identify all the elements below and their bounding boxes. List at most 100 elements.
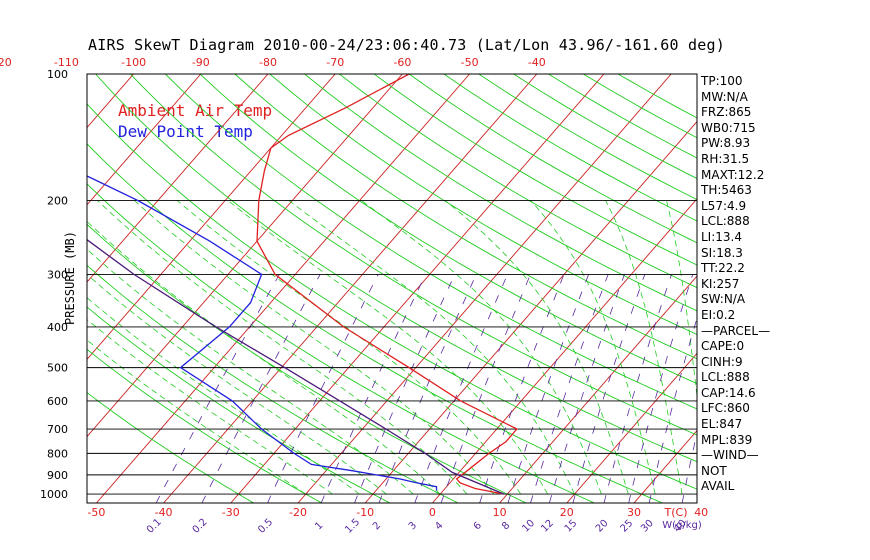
mixing-ratio-tick-label: 6 — [472, 520, 484, 532]
dry-adiabat-line — [130, 74, 697, 436]
mixing-ratio-tick-label: 20 — [594, 518, 611, 535]
isotherm-line — [230, 74, 605, 503]
mixing-ratio-line — [530, 274, 609, 503]
index-item: PW:8.93 — [701, 136, 751, 151]
moist-adiabat-line — [134, 200, 495, 495]
moist-adiabat-line — [87, 248, 414, 495]
top-temp-tick-label: -100 — [121, 56, 146, 69]
index-item: MPL:839 — [701, 432, 753, 447]
pressure-tick-label: 1000 — [40, 488, 68, 501]
bottom-temp-tick-label: 0 — [429, 506, 436, 519]
top-temp-tick-label: -60 — [393, 56, 411, 69]
moist-adiabat-line — [87, 339, 306, 495]
mixing-ratio-tick-label: 0.2 — [191, 517, 210, 536]
isotherm-line — [499, 275, 697, 503]
dry-adiabat-line — [87, 306, 391, 503]
pressure-tick-label: 400 — [47, 321, 68, 334]
top-temp-tick-label: -120 — [0, 56, 12, 69]
isotherm-line — [836, 74, 870, 503]
mixing-ratio-line — [354, 274, 456, 503]
mixing-ratio-tick-label: 25 — [619, 518, 636, 535]
mixing-ratio-line — [603, 274, 672, 503]
top-temp-tick-label: -90 — [192, 56, 210, 69]
index-item: LCL:888 — [701, 214, 750, 229]
bottom-temp-tick-label: 30 — [627, 506, 641, 519]
mixing-ratio-tick-label: 3 — [407, 520, 419, 532]
isotherm-line — [87, 74, 336, 360]
bottom-temp-tick-label: -40 — [155, 506, 173, 519]
pressure-tick-label: 700 — [47, 423, 68, 436]
mixing-ratio-line — [628, 274, 694, 503]
mixing-ratio-line — [549, 274, 625, 503]
isotherm-line — [163, 74, 538, 503]
pressure-tick-label: 300 — [47, 268, 68, 281]
bottom-temp-tick-label: -20 — [289, 506, 307, 519]
dry-adiabat-line — [234, 74, 697, 360]
dry-adiabat-line — [87, 103, 697, 490]
mixing-ratio-tick-label: 4 — [433, 520, 445, 532]
mixing-ratio-line — [572, 274, 646, 503]
mixing-ratio-line — [440, 274, 531, 503]
index-item: L57:4.9 — [701, 198, 747, 213]
dry-adiabat-line — [95, 74, 697, 463]
pressure-tick-label: 900 — [47, 469, 68, 482]
mixing-ratio-line — [201, 274, 321, 503]
legend-ambient-air-temp: Ambient Air Temp — [118, 101, 273, 120]
moist-adiabat-line — [530, 200, 656, 495]
dry-adiabat-line — [87, 143, 663, 503]
bottom-temp-tick-label: -30 — [222, 506, 240, 519]
dry-adiabat-line — [164, 74, 697, 410]
mixing-ratio-line — [507, 274, 589, 503]
legend-dew-point-temp: Dew Point Temp — [118, 122, 253, 141]
moist-adiabat-line — [666, 200, 697, 400]
dry-adiabat-line — [304, 74, 697, 312]
top-temp-tick-label: -80 — [259, 56, 277, 69]
index-item: CAPE:0 — [701, 339, 745, 354]
moist-adiabat-line — [444, 200, 629, 495]
parcel-line — [87, 238, 505, 495]
temp-unit-label: T(C) — [664, 506, 688, 519]
index-item: —WIND— — [701, 448, 759, 463]
dry-adiabat-line — [87, 348, 323, 503]
dry-adiabat-line — [339, 74, 697, 289]
mixing-ratio-tick-label: 0.1 — [145, 517, 164, 536]
mixing-ratio-tick-label: 12 — [539, 518, 556, 535]
bottom-temp-tick-label: 40 — [694, 506, 708, 519]
mixing-ratio-line — [155, 274, 280, 503]
mixing-ratio-tick-label: 15 — [563, 518, 580, 535]
index-item: TT:22.2 — [701, 261, 745, 276]
moist-adiabat-line — [288, 200, 575, 495]
dew-point-temp-line — [87, 74, 438, 491]
bottom-temp-tick-label: 20 — [560, 506, 574, 519]
chart-title: AIRS SkewT Diagram 2010-00-24/23:06:40.7… — [88, 36, 725, 54]
top-temp-tick-label: -40 — [528, 56, 546, 69]
mixing-ratio-line — [479, 274, 565, 503]
dry-adiabat-line — [199, 74, 697, 385]
top-temp-tick-label: -110 — [54, 56, 79, 69]
isotherm-line — [297, 74, 672, 503]
dry-adiabat-line — [87, 392, 254, 503]
index-item: EL:847 — [701, 417, 743, 432]
mixing-ratio-unit-label: W(g/kg) — [662, 520, 702, 531]
index-item: MAXT:12.2 — [701, 167, 765, 182]
index-item: LI:13.4 — [701, 229, 742, 244]
isotherm-line — [87, 74, 269, 283]
dry-adiabat-line — [269, 74, 697, 335]
pressure-tick-label: 800 — [47, 447, 68, 460]
dry-adiabat-line — [87, 183, 595, 503]
mixing-ratio-line — [320, 274, 426, 503]
ambient-air-temp-line — [256, 74, 518, 495]
top-temp-tick-label: -70 — [326, 56, 344, 69]
mixing-ratio-tick-label: 10 — [520, 518, 537, 535]
index-item: SW:N/A — [701, 292, 746, 307]
index-item: TP:100 — [701, 74, 743, 88]
mixing-ratio-tick-label: 1 — [313, 520, 325, 532]
pressure-tick-label: 500 — [47, 362, 68, 375]
index-item: LFC:860 — [701, 401, 750, 416]
pressure-tick-label: 600 — [47, 395, 68, 408]
index-item: EI:0.2 — [701, 307, 736, 322]
mixing-ratio-tick-label: 30 — [639, 518, 656, 535]
mixing-ratio-line — [267, 274, 379, 503]
dry-adiabat-line — [478, 74, 697, 201]
